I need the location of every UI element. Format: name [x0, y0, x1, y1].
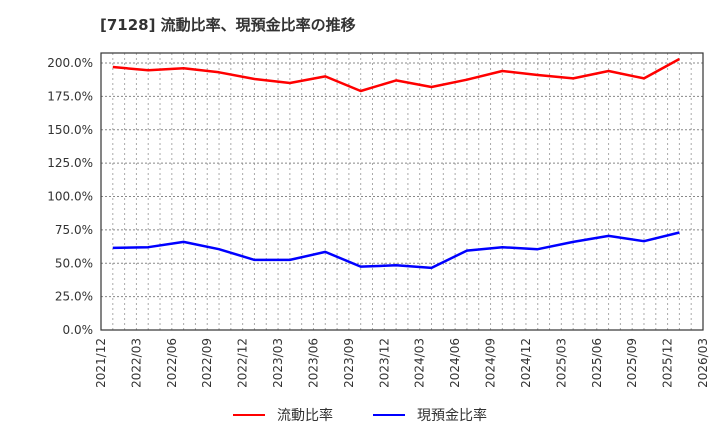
- x-tick-label: 2024/12: [519, 338, 533, 388]
- x-tick-label: 2024/09: [484, 338, 498, 388]
- x-tick-label: 2024/06: [448, 338, 462, 388]
- series-current-ratio-line: [112, 57, 681, 93]
- y-tick-label: 125.0%: [47, 156, 93, 170]
- legend: 流動比率 現預金比率: [0, 405, 720, 425]
- x-tick-label: 2025/06: [590, 338, 604, 388]
- x-tick-label: 2026/03: [696, 338, 710, 388]
- x-tick-label: 2023/06: [306, 338, 320, 388]
- x-tick-label: 2022/09: [200, 338, 214, 388]
- y-tick-label: 0.0%: [63, 323, 94, 337]
- series-cash-ratio-line: [112, 231, 680, 270]
- y-tick-label: 150.0%: [47, 123, 93, 137]
- legend-item-cash-ratio: 現預金比率: [373, 405, 487, 425]
- x-tick-label: 2025/09: [625, 338, 639, 388]
- legend-label: 流動比率: [277, 408, 333, 424]
- y-tick-label: 50.0%: [55, 256, 93, 270]
- y-tick-label: 75.0%: [55, 223, 93, 237]
- x-tick-label: 2022/06: [165, 338, 179, 388]
- x-tick-label: 2023/03: [271, 338, 285, 388]
- legend-swatch-red: [233, 414, 265, 416]
- x-tick-label: 2025/12: [661, 338, 675, 388]
- x-tick-label: 2022/03: [129, 338, 143, 388]
- x-tick-label: 2022/12: [236, 338, 250, 388]
- x-tick-label: 2023/09: [342, 338, 356, 388]
- y-tick-label: 200.0%: [47, 56, 93, 70]
- y-tick-label: 25.0%: [55, 290, 93, 304]
- y-tick-label: 175.0%: [47, 89, 93, 103]
- legend-item-current-ratio: 流動比率: [233, 405, 333, 425]
- x-tick-label: 2024/03: [413, 338, 427, 388]
- x-tick-label: 2021/12: [94, 338, 108, 388]
- chart-title: [7128] 流動比率、現預金比率の推移: [100, 16, 356, 34]
- plot-frame: [100, 52, 704, 331]
- y-tick-label: 100.0%: [47, 190, 93, 204]
- legend-label: 現預金比率: [417, 408, 487, 424]
- legend-swatch-blue: [373, 414, 405, 416]
- x-tick-label: 2025/03: [554, 338, 568, 388]
- x-tick-label: 2023/12: [377, 338, 391, 388]
